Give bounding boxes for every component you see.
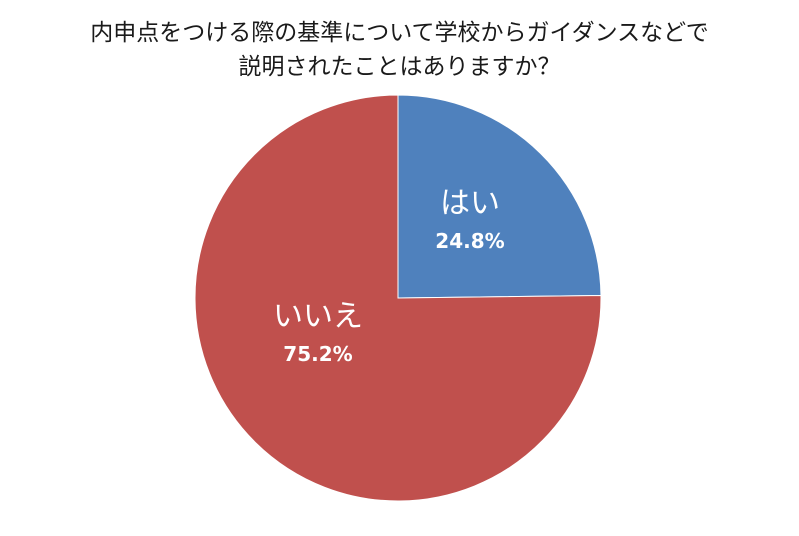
chart-title-line-2: 説明されたことはありますか？ [238,54,561,80]
pie-slice-1 [397,94,602,299]
slice-value-label-2: 75.2% [283,342,352,366]
slice-label-2: いいえ [273,299,363,334]
pie-slice-2 [194,94,602,502]
slice-label-1: はい [440,186,500,221]
chart-title-line-1: 内申点をつける際の基準について学校からガイダンスなどで [90,20,709,46]
slice-value-label-1: 24.8% [435,229,504,253]
pie-slices [194,94,602,502]
pie-labels: はい 24.8% いいえ 75.2% [273,186,505,366]
chart-title: 内申点をつける際の基準について学校からガイダンスなどで 説明されたことはあります… [0,16,799,84]
